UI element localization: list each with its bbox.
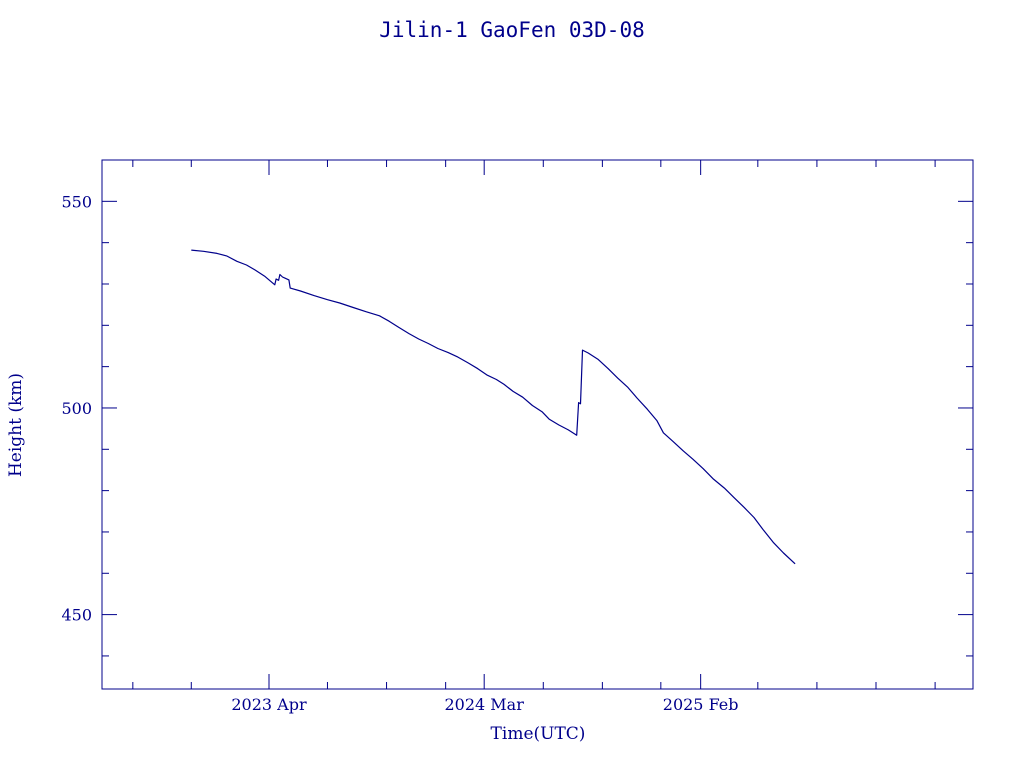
chart-title: Jilin-1 GaoFen 03D-08 xyxy=(379,18,645,42)
y-tick-label: 500 xyxy=(61,399,92,418)
axis-tick-labels: 2023 Apr 2024 Mar 2025 Feb 450 500 550 xyxy=(61,192,738,714)
series-line-height xyxy=(191,249,796,565)
y-tick-label: 450 xyxy=(61,606,92,625)
x-axis-label: Time(UTC) xyxy=(491,724,586,744)
plot-frame xyxy=(101,159,974,690)
axis-ticks xyxy=(102,160,973,689)
y-tick-label: 550 xyxy=(61,192,92,211)
y-axis-label: Height (km) xyxy=(6,373,26,477)
x-tick-label: 2024 Mar xyxy=(444,695,524,714)
x-tick-label: 2025 Feb xyxy=(663,695,739,714)
x-tick-label: 2023 Apr xyxy=(231,695,307,714)
